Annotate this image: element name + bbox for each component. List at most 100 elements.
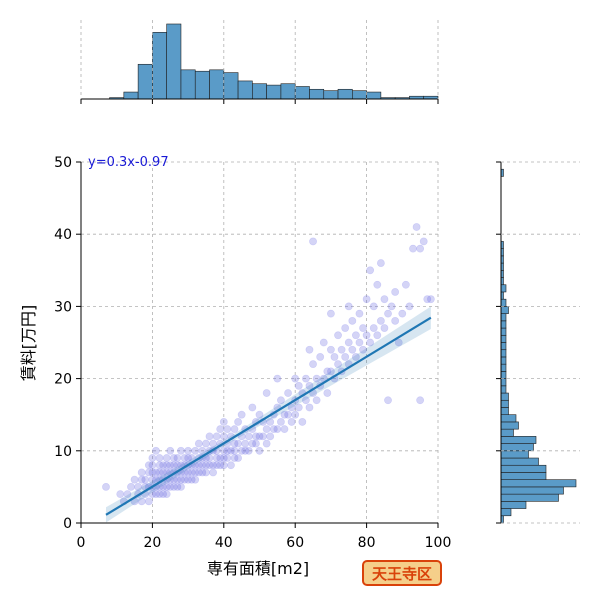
regression-fit-line	[105, 316, 432, 516]
scatter-point	[159, 482, 168, 491]
scatter-point	[184, 475, 192, 484]
scatter-point	[284, 389, 292, 397]
right-hist-bar	[500, 363, 507, 372]
right-hist-bar	[500, 486, 564, 495]
top-hist-bar	[366, 91, 382, 100]
scatter-point	[234, 454, 242, 462]
right-hist-bar	[500, 457, 539, 466]
scatter-point	[166, 446, 175, 455]
scatter-point	[244, 446, 253, 455]
scatter-point	[219, 432, 228, 441]
scatter-point	[309, 237, 317, 246]
top-hist-bar	[180, 69, 196, 100]
scatter-point	[298, 418, 307, 426]
scatter-point	[259, 432, 267, 441]
scatter-point	[169, 454, 178, 462]
scatter-point	[230, 439, 239, 448]
scatter-point	[180, 475, 189, 484]
top-hist-bar	[209, 69, 225, 100]
top-hist-bar	[309, 88, 325, 100]
scatter-point	[287, 403, 296, 412]
scatter-point	[166, 482, 175, 491]
y-tick-label: 50	[54, 155, 72, 171]
right-hist-bar	[500, 501, 527, 509]
scatter-plot-area: 0 20 40 60 80 100 0 10 20 30 40 50 y=0.3x-0.97	[54, 20, 580, 551]
scatter-point	[198, 446, 207, 455]
scatter-point	[359, 324, 367, 332]
scatter-point	[148, 475, 157, 484]
top-hist-bar	[323, 90, 339, 100]
x-tick-label: 60	[286, 535, 304, 551]
scatter-point	[344, 338, 353, 347]
scatter-point	[241, 446, 250, 455]
scatter-point	[312, 374, 321, 383]
scatter-point	[162, 454, 171, 462]
y-tick-label: 10	[54, 444, 72, 460]
scatter-point	[169, 475, 178, 484]
scatter-point	[227, 461, 235, 470]
top-hist-bar	[294, 86, 310, 100]
right-marginal-histogram	[496, 161, 577, 524]
scatter-point	[302, 374, 310, 383]
scatter-point	[223, 446, 232, 455]
scatter-point	[262, 439, 271, 448]
top-hist-bar	[166, 23, 182, 100]
scatter-point	[277, 396, 285, 405]
scatter-point	[369, 302, 378, 311]
scatter-point	[277, 418, 285, 426]
scatter-point	[152, 490, 160, 499]
scatter-point	[330, 353, 339, 361]
ward-badge-label: 天王寺区	[371, 564, 432, 583]
scatter-point	[202, 468, 210, 477]
top-hist-bar	[252, 83, 267, 100]
scatter-point	[316, 353, 325, 361]
scatter-point	[266, 432, 275, 441]
right-hist-bar	[500, 508, 512, 517]
scatter-point	[209, 439, 217, 448]
scatter-point	[373, 331, 382, 340]
scatter-point	[144, 497, 153, 506]
scatter-point	[405, 302, 414, 311]
x-tick-label: 100	[425, 535, 452, 551]
scatter-point	[137, 468, 146, 477]
scatter-point	[376, 316, 385, 325]
right-hist-bar	[500, 399, 509, 408]
scatter-point	[244, 432, 253, 441]
scatter-point	[323, 367, 332, 376]
confidence-band	[105, 306, 431, 523]
scatter-point	[348, 316, 357, 325]
x-tick-label: 80	[358, 535, 376, 551]
y-tick-label: 20	[54, 372, 72, 388]
scatter-point	[252, 432, 260, 441]
scatter-point	[287, 418, 296, 426]
top-hist-bar	[266, 84, 282, 100]
top-hist-bar	[152, 32, 167, 100]
y-tick-label: 0	[63, 516, 72, 532]
scatter-point	[362, 295, 371, 304]
scatter-point	[123, 490, 132, 499]
scatter-point	[302, 396, 310, 405]
scatter-point	[337, 345, 346, 354]
x-tick-label: 40	[215, 535, 233, 551]
right-hist-bar	[500, 298, 507, 307]
scatter-point	[202, 439, 210, 448]
scatter-point	[351, 331, 360, 340]
scatter-point	[234, 439, 242, 448]
scatter-point	[262, 389, 271, 397]
scatter-point	[319, 338, 328, 347]
scatter-point	[159, 468, 168, 477]
scatter-point	[180, 468, 189, 477]
scatter-point	[219, 454, 228, 462]
scatter-point	[344, 302, 353, 311]
top-marginal-histogram	[80, 23, 439, 104]
scatter-point	[187, 475, 196, 484]
top-hist-bar	[194, 70, 210, 100]
scatter-point	[191, 468, 200, 477]
right-hist-bar	[500, 385, 507, 394]
right-hist-bar	[500, 327, 507, 336]
scatter-point	[255, 446, 264, 455]
scatter-point	[376, 259, 385, 267]
right-hist-bar	[500, 378, 507, 387]
x-tick-label: 0	[77, 535, 86, 551]
scatter-point	[348, 345, 357, 354]
